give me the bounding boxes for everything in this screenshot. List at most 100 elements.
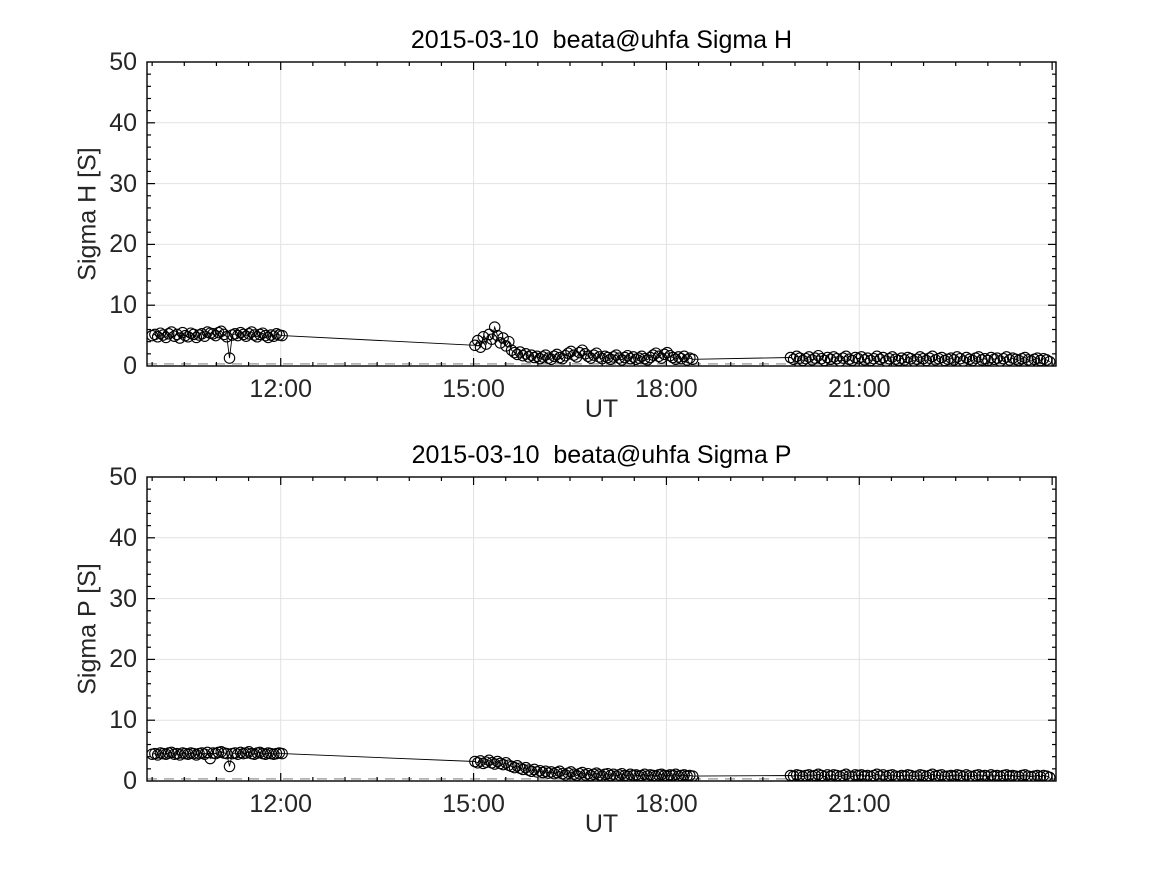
data-point	[616, 354, 628, 366]
data-point	[491, 755, 504, 768]
data-point	[520, 761, 532, 774]
y-tick-label: 30	[109, 584, 137, 613]
data-point	[675, 352, 688, 365]
data-point	[602, 351, 614, 364]
data-point	[871, 350, 883, 363]
data-point	[149, 328, 161, 341]
data-point	[483, 754, 495, 767]
data-point	[165, 746, 178, 759]
data-point	[221, 331, 233, 343]
data-point	[672, 351, 685, 363]
data-point	[497, 758, 509, 771]
data-point	[477, 331, 490, 343]
y-tick-label: 40	[109, 108, 137, 137]
y-tick-label: 0	[123, 352, 137, 380]
data-point	[960, 351, 973, 364]
data-point	[926, 350, 939, 363]
data-point	[957, 355, 970, 366]
data-point	[821, 351, 834, 364]
data-point	[604, 353, 617, 366]
data-point	[647, 349, 659, 361]
data-point	[201, 746, 214, 759]
data-point	[991, 352, 1003, 364]
data-point	[171, 328, 183, 341]
data-point	[877, 351, 889, 364]
data-point	[815, 352, 828, 365]
data-point	[500, 757, 512, 769]
data-point	[624, 352, 637, 365]
data-point	[607, 351, 620, 363]
data-point	[784, 351, 797, 364]
data-point	[667, 351, 679, 364]
data-point	[182, 331, 194, 343]
data-point	[522, 351, 535, 363]
data-point	[514, 346, 526, 358]
data-point	[621, 770, 634, 781]
data-point	[232, 748, 244, 760]
data-point	[883, 352, 895, 365]
data-point	[157, 329, 169, 341]
data-point	[935, 769, 948, 781]
y-tick-label: 10	[109, 291, 137, 320]
data-point	[644, 351, 656, 364]
data-point	[508, 761, 521, 774]
data-point	[259, 329, 272, 342]
data-point	[880, 355, 892, 366]
data-point	[840, 350, 852, 363]
data-point	[951, 351, 963, 363]
x-tick-label: 18:00	[635, 790, 698, 818]
data-point	[948, 354, 960, 366]
data-point	[914, 351, 926, 363]
x-tick-label: 21:00	[828, 375, 891, 403]
data-point	[966, 354, 979, 366]
data-point	[658, 348, 671, 361]
data-point	[686, 353, 699, 366]
data-point	[511, 760, 524, 772]
data-point	[248, 329, 261, 341]
data-point	[954, 352, 966, 365]
data-point	[846, 770, 858, 781]
data-point	[488, 758, 501, 770]
data-point	[678, 350, 690, 363]
data-point	[1034, 354, 1047, 366]
data-point	[963, 770, 976, 781]
data-point	[276, 747, 288, 760]
data-point	[223, 760, 236, 773]
data-point	[1019, 351, 1031, 364]
data-point	[818, 770, 831, 781]
data-point	[174, 332, 186, 344]
data-point	[858, 354, 871, 366]
plot1-title: 2015-03-10 beata@uhfa Sigma H	[410, 26, 793, 54]
data-point	[528, 763, 541, 776]
data-point	[633, 352, 645, 364]
data-point	[480, 756, 492, 768]
data-point	[669, 353, 682, 366]
data-point	[1040, 354, 1053, 366]
data-point	[497, 332, 509, 344]
data-point	[895, 352, 908, 364]
data-point	[945, 352, 957, 364]
data-point	[1043, 355, 1056, 366]
y-tick-label: 50	[109, 48, 137, 76]
data-point	[898, 354, 911, 366]
plot1-yaxis-label: Sigma H [S]	[73, 147, 102, 281]
data-point	[794, 352, 806, 364]
data-point	[276, 329, 288, 342]
data-point	[565, 766, 577, 778]
data-point	[545, 766, 557, 778]
plot2-yaxis-label: Sigma P [S]	[73, 563, 102, 695]
data-point	[243, 746, 255, 758]
data-point	[635, 350, 648, 363]
data-point	[877, 769, 889, 781]
plot1-xaxis-label: UT	[584, 395, 619, 423]
y-tick-label: 40	[109, 523, 137, 552]
data-point	[1003, 354, 1016, 366]
data-point	[207, 328, 219, 340]
data-point	[508, 346, 521, 359]
data-point	[803, 351, 815, 363]
data-point	[638, 768, 651, 781]
y-tick-label: 50	[109, 463, 137, 491]
data-point	[613, 352, 625, 364]
data-point	[570, 769, 583, 781]
data-point	[223, 352, 236, 364]
